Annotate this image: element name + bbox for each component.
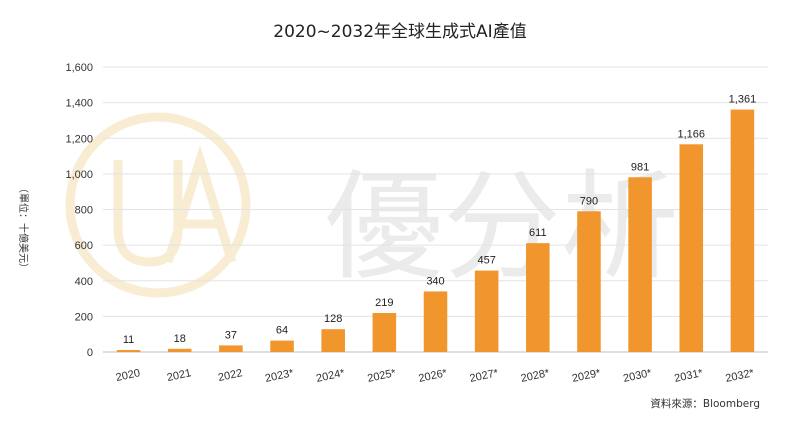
bar: [372, 312, 397, 352]
ua-logo-watermark: [65, 112, 251, 298]
bar: [474, 270, 499, 352]
bar: [628, 177, 652, 352]
x-tick-label: 2023*: [264, 367, 295, 385]
y-tick-label: 1,000: [65, 169, 93, 181]
chart-title: 2020~2032年全球生成式AI產值: [273, 22, 526, 42]
bar: [423, 291, 448, 352]
bar: [679, 144, 704, 352]
x-tick-label: 2030*: [622, 367, 653, 385]
y-tick-label: 400: [75, 276, 93, 288]
x-tick-label: 2026*: [417, 367, 448, 385]
data-label: 219: [375, 297, 393, 309]
data-label: 981: [631, 161, 649, 173]
bar: [577, 211, 601, 352]
data-label: 1,361: [729, 94, 757, 106]
x-axis-ticks: 2020 2021 2022 2023* 2024* 2025* 2026* 2027* 202…: [115, 367, 756, 385]
y-tick-label: 200: [75, 311, 93, 323]
data-label: 340: [426, 275, 444, 287]
x-tick-label: 2021: [166, 367, 192, 384]
source-note: 資料來源：Bloomberg: [650, 397, 760, 410]
bar: [526, 243, 550, 352]
data-labels: 11 18 37 64 128 219 340 457 611 790 981 1,166 1,361: [123, 94, 756, 346]
bar: [219, 345, 243, 352]
data-label: 18: [174, 333, 186, 345]
bars: [116, 109, 755, 353]
data-label: 457: [477, 255, 495, 267]
watermark: 優分析: [65, 112, 679, 298]
x-tick-label: 2032*: [724, 367, 755, 385]
x-tick-label: 2029*: [571, 367, 602, 385]
bar: [167, 348, 192, 352]
x-tick-label: 2024*: [315, 367, 346, 385]
y-tick-label: 800: [75, 205, 93, 217]
y-tick-label: 1,400: [65, 98, 93, 110]
x-tick-label: 2025*: [366, 367, 397, 385]
data-label: 128: [324, 313, 342, 325]
y-axis-ticks: 0 200 400 600 800 1,000 1,200 1,400 1,600: [65, 62, 93, 359]
data-label: 64: [276, 325, 288, 337]
data-label: 790: [580, 195, 598, 207]
x-tick-label: 2031*: [673, 367, 704, 385]
y-axis-label: （單位：十億美元）: [17, 183, 30, 273]
data-label: 11: [123, 334, 134, 346]
x-tick-label: 2028*: [520, 367, 551, 385]
watermark-text: 優分析: [325, 158, 679, 296]
x-tick-label: 2027*: [469, 367, 500, 385]
x-tick-label: 2020: [115, 367, 141, 384]
gridlines: [103, 66, 768, 353]
y-tick-label: 1,600: [65, 62, 93, 74]
x-tick-label: 2022: [217, 367, 243, 384]
data-label: 611: [529, 227, 547, 239]
y-tick-label: 0: [87, 347, 93, 359]
y-tick-label: 1,200: [65, 133, 93, 145]
data-label: 1,166: [678, 128, 706, 140]
bar: [730, 109, 755, 353]
bar: [321, 329, 345, 352]
bar: [116, 350, 141, 352]
bar: [270, 340, 294, 352]
y-tick-label: 600: [75, 240, 93, 252]
data-label: 37: [225, 329, 237, 341]
